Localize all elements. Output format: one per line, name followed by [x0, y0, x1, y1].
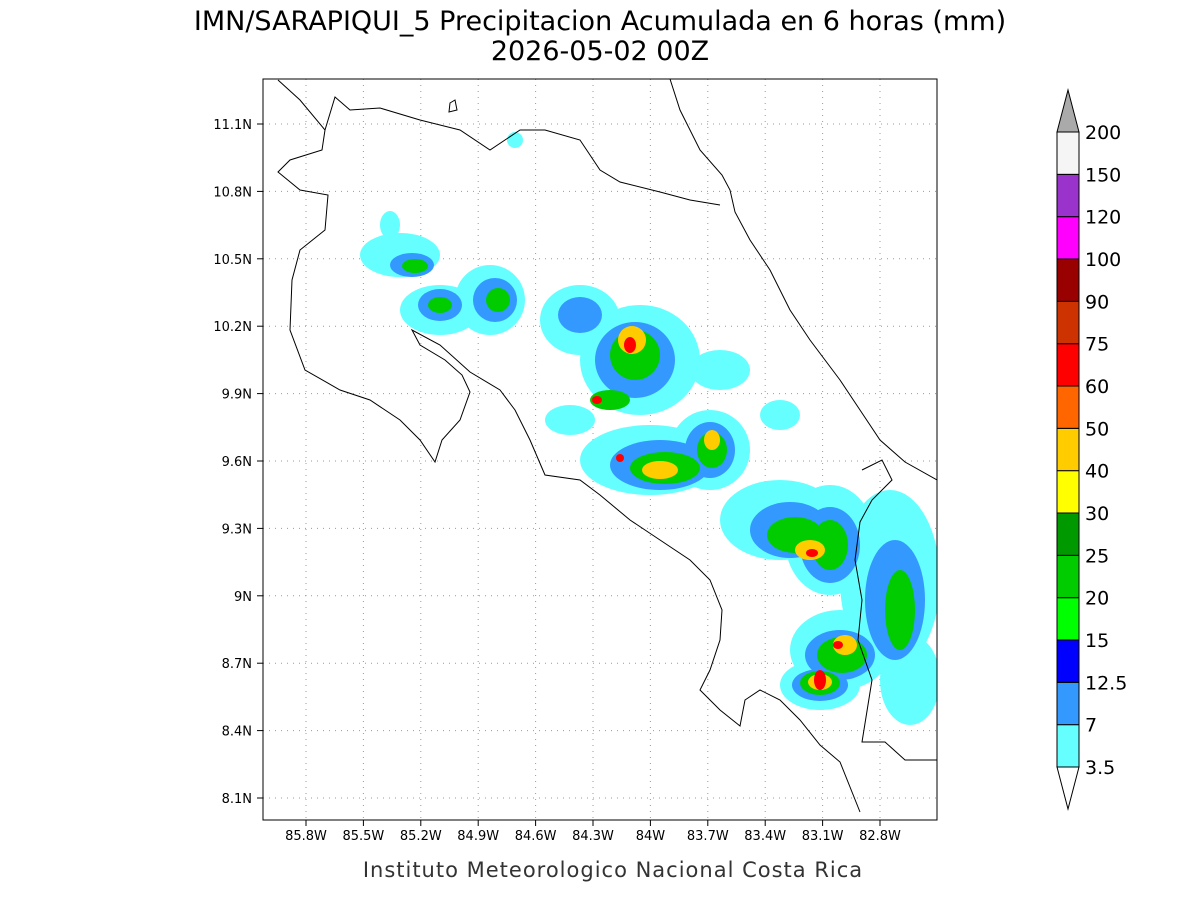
colorbar-label: 200: [1085, 122, 1121, 144]
colorbar-label: 50: [1085, 418, 1109, 440]
colorbar-label: 40: [1085, 461, 1109, 483]
lat-tick-label: 9N: [234, 590, 252, 605]
colorbar-segment: [1056, 343, 1080, 387]
precipitation: [360, 132, 937, 725]
colorbar-label: 30: [1085, 503, 1109, 525]
nicaragua-border: [324, 96, 721, 206]
lat-tick-label: 8.4N: [222, 725, 252, 740]
panama-border: [854, 459, 937, 761]
colorbar-label: 60: [1085, 376, 1109, 398]
colorbar-segment: [1056, 724, 1080, 768]
rain-red: [592, 337, 843, 690]
subtitle: 2026-05-02 00Z: [491, 36, 709, 67]
colorbar-label: 90: [1085, 291, 1109, 313]
lon-tick-label: 83.4W: [744, 829, 786, 844]
colorbar-label: 150: [1085, 164, 1121, 186]
lat-tick-label: 10.8N: [213, 185, 252, 200]
title: IMN/SARAPIQUI_5 Precipitacion Acumulada …: [194, 6, 1006, 37]
colorbar-label: 7: [1085, 715, 1097, 737]
lat-tick-label: 9.3N: [222, 522, 252, 537]
colorbar-below: [1056, 766, 1080, 811]
colorbar-above: [1056, 88, 1080, 133]
lon-tick-label: 85.8W: [285, 829, 327, 844]
colorbar-segment: [1056, 639, 1080, 683]
lat-tick-label: 9.9N: [222, 388, 252, 403]
caribbean-coast: [669, 79, 937, 481]
lat-tick-label: 8.7N: [222, 657, 252, 672]
lon-tick-label: 83.7W: [687, 829, 729, 844]
map-frame: [262, 78, 938, 821]
lon-tick-label: 84W: [636, 829, 666, 844]
colorbar-segment: [1056, 554, 1080, 599]
colorbar-segment: [1056, 173, 1080, 218]
colorbar-segment: [1056, 300, 1080, 345]
lat-tick-label: 9.6N: [222, 455, 252, 470]
colorbar-segment: [1056, 385, 1080, 429]
credit: Instituto Meteorologico Nacional Costa R…: [363, 858, 863, 882]
lon-tick-label: 82.8W: [859, 829, 901, 844]
colorbar-label: 12.5: [1085, 672, 1127, 694]
colorbar-segment: [1056, 512, 1080, 556]
colorbar-segment: [1056, 427, 1080, 472]
lat-tick-label: 11.1N: [213, 118, 252, 133]
lon-tick-label: 84.6W: [515, 829, 557, 844]
lat-tick-label: 8.1N: [222, 792, 252, 807]
colorbar-label: 25: [1085, 545, 1109, 567]
colorbar-label: 3.5: [1085, 757, 1115, 779]
colorbar-segment: [1056, 470, 1080, 514]
colorbar: 3.5 7 12.5 15 20 25 30 40 50 60 75 90 100 120 150 200: [1056, 88, 1127, 811]
coastlines: [277, 79, 937, 813]
lake-island: [448, 99, 458, 113]
lon-tick-label: 84.9W: [457, 829, 499, 844]
colorbar-label: 15: [1085, 630, 1109, 652]
colorbar-label: 75: [1085, 334, 1109, 356]
lon-tick-label: 85.5W: [342, 829, 384, 844]
colorbar-segment: [1056, 216, 1080, 260]
colorbar-segment: [1056, 131, 1080, 175]
lon-tick-label: 85.2W: [400, 829, 442, 844]
colorbar-segment: [1056, 258, 1080, 302]
lat-tick-label: 10.5N: [213, 253, 252, 268]
colorbar-label: 120: [1085, 207, 1121, 229]
colorbar-segment: [1056, 681, 1080, 726]
lat-tick-label: 10.2N: [213, 320, 252, 335]
colorbar-label: 100: [1085, 249, 1121, 271]
pacific-coast: [277, 79, 861, 813]
colorbar-label: 20: [1085, 588, 1109, 610]
lon-tick-label: 84.3W: [572, 829, 614, 844]
lon-tick-label: 83.1W: [802, 829, 844, 844]
colorbar-segment: [1056, 597, 1080, 641]
